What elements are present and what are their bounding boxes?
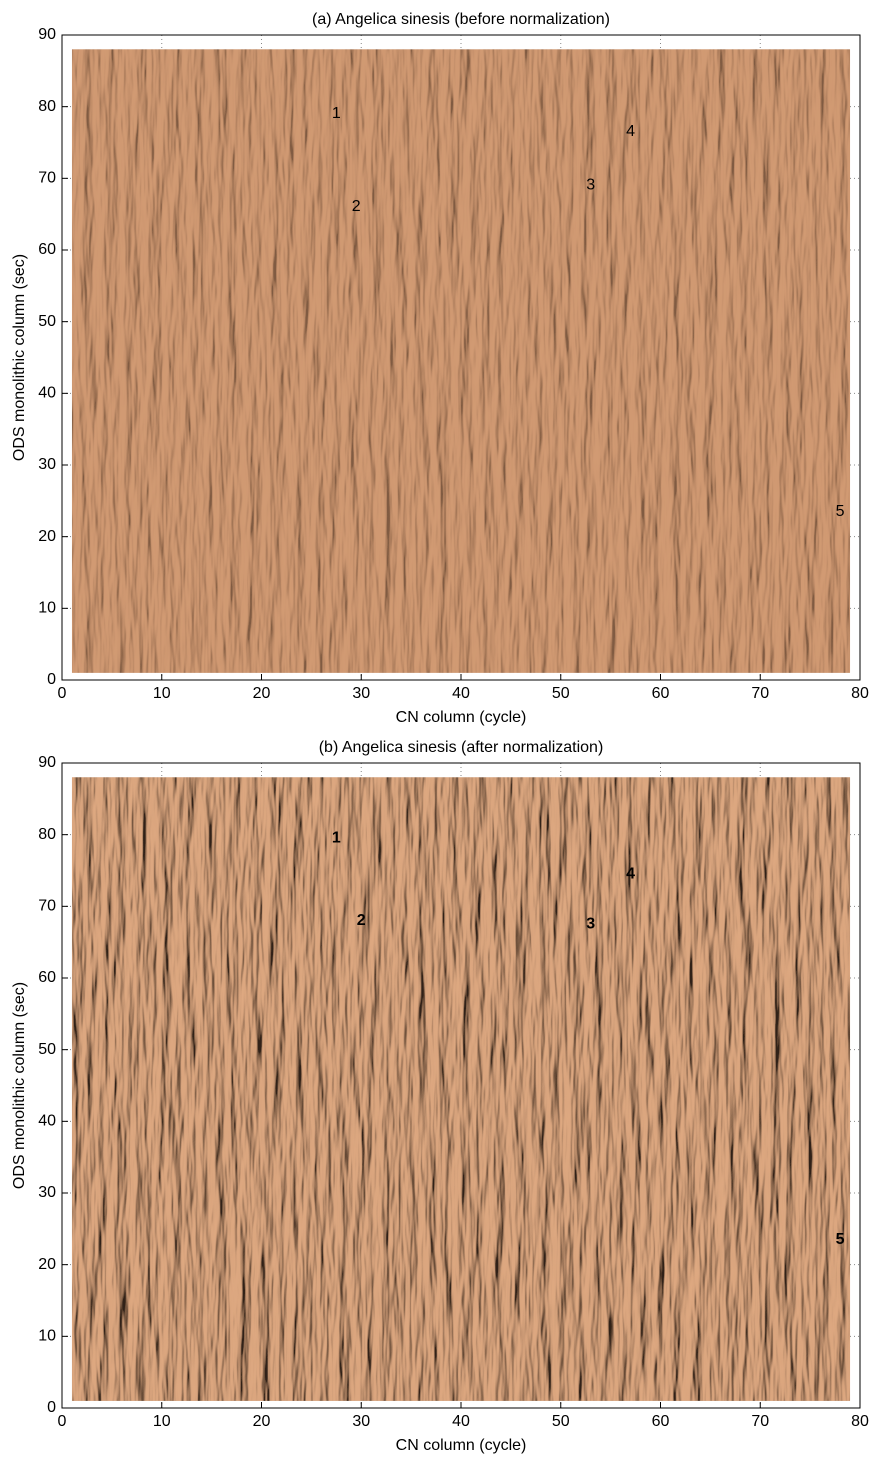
y-tick-label: 20 — [38, 1256, 56, 1273]
x-tick-label: 80 — [851, 1413, 869, 1430]
plot-frame — [61, 34, 861, 681]
chart-title: (b) Angelica sinesis (after normalizatio… — [319, 739, 604, 756]
x-tick-label: 60 — [652, 1413, 670, 1430]
y-axis-label: ODS monolithic column (sec) — [11, 982, 28, 1189]
y-tick-label: 20 — [38, 528, 56, 545]
y-tick-label: 70 — [38, 170, 56, 187]
peak-label: 1 — [332, 829, 341, 846]
y-tick-label: 80 — [38, 98, 56, 115]
y-tick-label: 10 — [38, 600, 56, 617]
peak-label: 3 — [586, 177, 595, 194]
y-tick-label: 90 — [38, 26, 56, 43]
y-axis-label: ODS monolithic column (sec) — [11, 254, 28, 461]
x-tick-label: 20 — [253, 685, 271, 702]
chart-title: (a) Angelica sinesis (before normalizati… — [312, 11, 610, 28]
peak-label: 1 — [332, 105, 341, 122]
x-tick-label: 70 — [751, 1413, 769, 1430]
x-tick-label: 50 — [552, 685, 570, 702]
x-tick-label: 60 — [652, 685, 670, 702]
y-tick-label: 60 — [38, 969, 56, 986]
y-tick-label: 40 — [38, 385, 56, 402]
x-axis-label: CN column (cycle) — [396, 709, 527, 726]
chart-panel: (a) Angelica sinesis (before normalizati… — [11, 11, 869, 726]
y-tick-label: 90 — [38, 754, 56, 771]
peak-label: 2 — [357, 912, 366, 929]
x-tick-label: 10 — [153, 1413, 171, 1430]
x-tick-label: 10 — [153, 685, 171, 702]
peak-label: 5 — [836, 503, 845, 520]
chart-panel: (b) Angelica sinesis (after normalizatio… — [11, 739, 869, 1454]
x-axis-label: CN column (cycle) — [396, 1437, 527, 1454]
x-tick-label: 40 — [452, 685, 470, 702]
y-tick-label: 40 — [38, 1113, 56, 1130]
y-tick-label: 50 — [38, 313, 56, 330]
y-tick-label: 80 — [38, 826, 56, 843]
y-tick-label: 30 — [38, 1184, 56, 1201]
y-tick-label: 30 — [38, 456, 56, 473]
y-tick-label: 70 — [38, 898, 56, 915]
peak-label: 4 — [626, 865, 635, 882]
y-tick-label: 10 — [38, 1328, 56, 1345]
x-tick-label: 30 — [352, 1413, 370, 1430]
x-tick-label: 0 — [58, 685, 67, 702]
peak-label: 4 — [626, 123, 635, 140]
y-tick-label: 0 — [47, 1399, 56, 1416]
y-tick-label: 50 — [38, 1041, 56, 1058]
peak-label: 3 — [586, 915, 595, 932]
x-tick-label: 0 — [58, 1413, 67, 1430]
x-tick-label: 70 — [751, 685, 769, 702]
x-tick-label: 80 — [851, 685, 869, 702]
x-tick-label: 30 — [352, 685, 370, 702]
x-tick-label: 50 — [552, 1413, 570, 1430]
peak-label: 5 — [836, 1231, 845, 1248]
surface-texture — [71, 49, 851, 673]
x-tick-label: 20 — [253, 1413, 271, 1430]
y-tick-label: 60 — [38, 241, 56, 258]
peak-label: 2 — [352, 198, 361, 215]
y-tick-label: 0 — [47, 671, 56, 688]
surface-texture — [71, 777, 851, 1401]
x-tick-label: 40 — [452, 1413, 470, 1430]
plot-frame — [61, 762, 861, 1409]
